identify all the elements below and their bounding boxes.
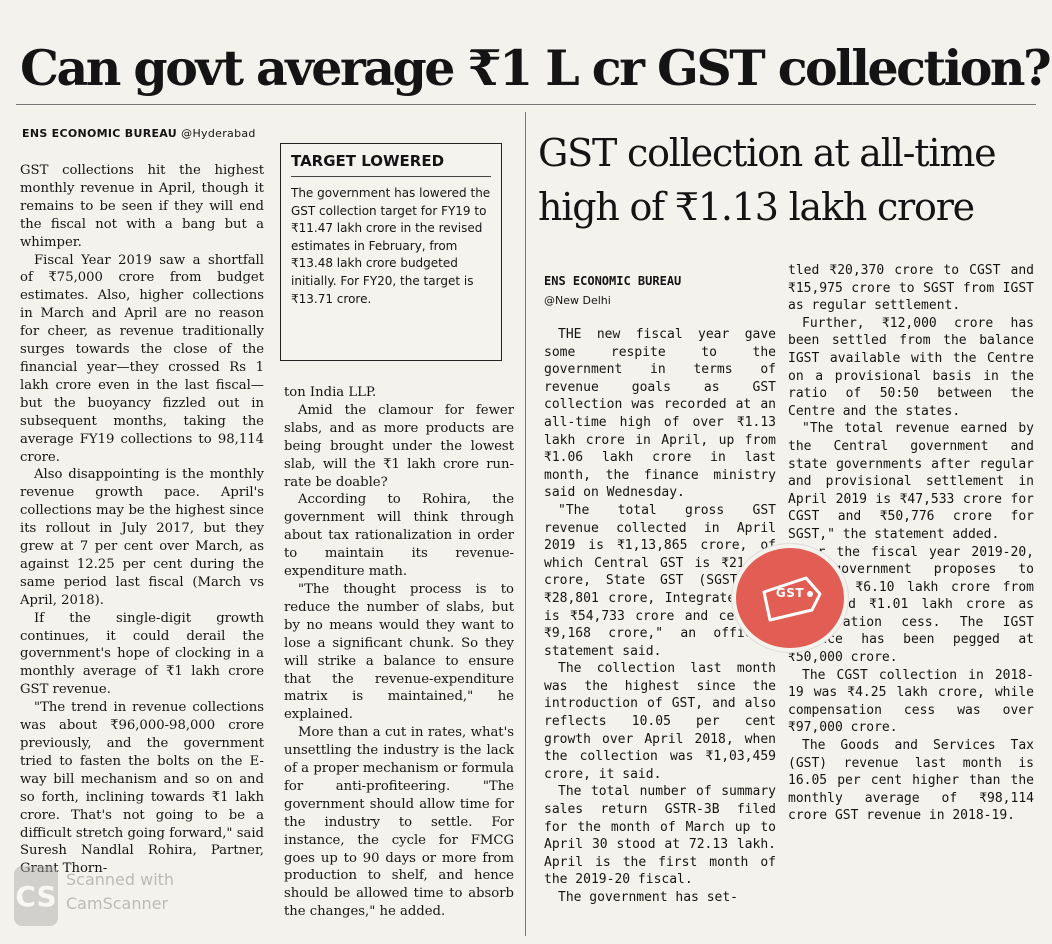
left-byline-location: @Hyderabad	[181, 127, 256, 140]
right-story-headline: GST collection at all-time high of ₹1.13…	[538, 131, 997, 229]
paragraph: More than a cut in rates, what's unsettl…	[284, 725, 514, 920]
gst-badge-label: GST	[775, 586, 805, 600]
paragraph: ton India LLP.	[284, 385, 377, 400]
gst-tag-icon	[762, 576, 822, 622]
left-story-column-2: ton India LLP. Amid the clamour for fewer…	[284, 384, 514, 932]
sidebar-title: TARGET LOWERED	[291, 152, 491, 177]
paragraph: GST collections hit the highest monthly …	[20, 163, 264, 250]
right-story-column-1: THE new fiscal year gave some respite to…	[544, 326, 776, 932]
paragraph: If the single-digit growth continues, it…	[20, 610, 264, 698]
paragraph: Fiscal Year 2019 saw a shortfall of ₹75,…	[20, 252, 264, 465]
paragraph: Also disappointing is the monthly revenu…	[20, 467, 264, 608]
paragraph: THE new fiscal year gave some respite to…	[544, 327, 776, 501]
left-story-column-1: GST collections hit the highest monthly …	[20, 162, 264, 932]
paragraph: For the fiscal year 2019-20, the governm…	[788, 544, 1034, 666]
paragraph: "The total revenue earned by the Central…	[788, 421, 1034, 542]
left-byline: ENS ECONOMIC BUREAU @Hyderabad	[22, 127, 256, 140]
gst-badge: GST	[736, 548, 844, 648]
paragraph: Further, ₹12,000 crore has been settled …	[788, 315, 1034, 419]
paragraph: The collection last month was the highes…	[544, 661, 776, 782]
right-byline-location: @New Delhi	[544, 294, 611, 307]
paragraph: Amid the clamour for fewer slabs, and as…	[284, 402, 514, 490]
paragraph: The CGST collection in 2018-19 was ₹4.25…	[788, 667, 1034, 736]
right-story-column-2: tled ₹20,370 crore to CGST and ₹15,975 c…	[788, 262, 1034, 934]
column-divider	[525, 112, 526, 936]
paragraph: "The thought process is to reduce the nu…	[284, 581, 514, 723]
sidebar-text: The government has lowered the GST colle…	[291, 186, 491, 306]
paragraph: The government has set-	[558, 890, 739, 905]
paragraph: According to Rohira, the government will…	[284, 492, 514, 580]
paragraph: tled ₹20,370 crore to CGST and ₹15,975 c…	[788, 263, 1034, 314]
headline-rule	[16, 104, 1036, 105]
left-byline-bureau: ENS ECONOMIC BUREAU	[22, 127, 178, 140]
paragraph: The Goods and Services Tax (GST) revenue…	[788, 738, 1034, 824]
paragraph: "The total gross GST revenue collected i…	[544, 502, 776, 659]
paragraph: "The trend in revenue collections was ab…	[20, 700, 264, 877]
page-headline: Can govt average ₹1 L cr GST collection?	[20, 39, 1052, 97]
paragraph: The total number of summary sales return…	[544, 784, 776, 888]
target-lowered-sidebar: TARGET LOWERED The government has lowere…	[280, 143, 502, 361]
right-byline-bureau: ENS ECONOMIC BUREAU	[544, 274, 682, 288]
